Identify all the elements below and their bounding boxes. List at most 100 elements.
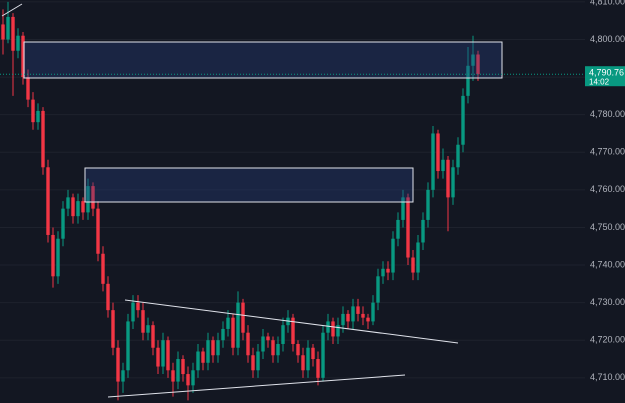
candle-body bbox=[321, 332, 325, 378]
candle-body bbox=[386, 268, 390, 273]
trend-line bbox=[107, 374, 406, 398]
candle-body bbox=[326, 321, 330, 333]
candle-body bbox=[346, 313, 350, 322]
candle-body bbox=[96, 208, 100, 254]
candle-body bbox=[311, 347, 315, 360]
candle-body bbox=[261, 336, 265, 352]
candle-body bbox=[356, 306, 360, 314]
candle-body bbox=[471, 54, 475, 66]
y-tick-label: 4,760.00 bbox=[590, 184, 625, 194]
y-tick-label: 4,750.00 bbox=[590, 222, 625, 232]
candle-body bbox=[246, 332, 250, 356]
candle-body bbox=[206, 340, 210, 363]
candle-body bbox=[426, 189, 430, 220]
y-tick-label: 4,720.00 bbox=[590, 335, 625, 345]
candle-body bbox=[266, 336, 270, 341]
candle-body bbox=[351, 306, 355, 322]
candle-body bbox=[106, 283, 110, 311]
y-tick-label: 4,740.00 bbox=[590, 259, 625, 269]
candle-body bbox=[26, 77, 30, 100]
candle-body bbox=[121, 370, 125, 382]
trend-line bbox=[1, 3, 23, 17]
candle-body bbox=[416, 242, 420, 273]
candle-body bbox=[56, 238, 60, 277]
candle-body bbox=[466, 65, 470, 96]
candle-body bbox=[51, 234, 55, 277]
candle-body bbox=[66, 197, 70, 209]
candle-body bbox=[16, 35, 20, 51]
candle-body bbox=[331, 321, 335, 337]
candle-body bbox=[176, 359, 180, 382]
candle-body bbox=[421, 219, 425, 243]
candle-body bbox=[376, 276, 380, 303]
y-tick-label: 4,810.00 bbox=[590, 0, 625, 6]
candle-body bbox=[226, 317, 230, 329]
candle-body bbox=[46, 167, 50, 235]
candle-body bbox=[446, 159, 450, 198]
candle-body bbox=[231, 317, 235, 348]
candle-body bbox=[86, 186, 90, 213]
candle-body bbox=[476, 54, 480, 75]
trend-line bbox=[124, 299, 459, 344]
y-tick-label: 4,730.00 bbox=[590, 297, 625, 307]
current-price-label: 4,790.76 bbox=[589, 68, 624, 78]
candle-body bbox=[186, 374, 190, 386]
candle-body bbox=[31, 99, 35, 123]
candle-body bbox=[1, 24, 5, 40]
supply-zone bbox=[84, 167, 414, 203]
y-tick-label: 4,800.00 bbox=[590, 34, 625, 44]
candle-body bbox=[126, 321, 130, 371]
candle-body bbox=[11, 16, 15, 51]
candle-body bbox=[251, 355, 255, 371]
candle-body bbox=[341, 313, 345, 326]
candles bbox=[1, 1, 480, 401]
candle-body bbox=[361, 313, 365, 318]
candle-body bbox=[196, 351, 200, 371]
candle-body bbox=[281, 325, 285, 344]
candle-body bbox=[71, 197, 75, 217]
candle-body bbox=[201, 351, 205, 363]
candle-body bbox=[381, 268, 385, 277]
candle-body bbox=[136, 302, 140, 311]
candle-body bbox=[76, 201, 80, 217]
candle-body bbox=[146, 325, 150, 333]
candle-body bbox=[366, 317, 370, 322]
candle-body bbox=[276, 343, 280, 356]
candle-body bbox=[301, 355, 305, 371]
candle-body bbox=[256, 351, 260, 371]
candle-body bbox=[111, 310, 115, 348]
candle-body bbox=[6, 16, 10, 40]
candle-body bbox=[456, 144, 460, 168]
price-axis: 4,710.00 4,720.00 4,730.00 4,740.00 4,750.00… bbox=[0, 0, 625, 382]
candle-body bbox=[151, 325, 155, 348]
candle-body bbox=[161, 340, 165, 367]
candle-body bbox=[451, 167, 455, 198]
countdown-label: 14:02 bbox=[589, 77, 610, 86]
candle-body bbox=[101, 253, 105, 284]
candle-body bbox=[166, 340, 170, 371]
y-tick-label: 4,710.00 bbox=[590, 372, 625, 382]
candle-body bbox=[241, 302, 245, 333]
candle-body bbox=[61, 208, 65, 239]
candle-body bbox=[411, 257, 415, 273]
candle-body bbox=[396, 219, 400, 239]
candle-body bbox=[141, 310, 145, 333]
candle-body bbox=[211, 340, 215, 356]
candle-body bbox=[391, 238, 395, 273]
candle-body bbox=[221, 328, 225, 341]
current-price-tag bbox=[585, 66, 625, 87]
candle-body bbox=[431, 133, 435, 190]
candle-body bbox=[296, 343, 300, 356]
candle-body bbox=[36, 110, 40, 123]
candle-body bbox=[371, 302, 375, 322]
candle-body bbox=[81, 201, 85, 213]
candle-body bbox=[216, 340, 220, 356]
candle-body bbox=[171, 370, 175, 382]
candle-body bbox=[116, 347, 120, 382]
candle-body bbox=[91, 186, 95, 209]
candle-body bbox=[406, 197, 410, 258]
candle-body bbox=[336, 325, 340, 337]
supply-zone bbox=[23, 41, 503, 79]
candle-body bbox=[441, 159, 445, 172]
